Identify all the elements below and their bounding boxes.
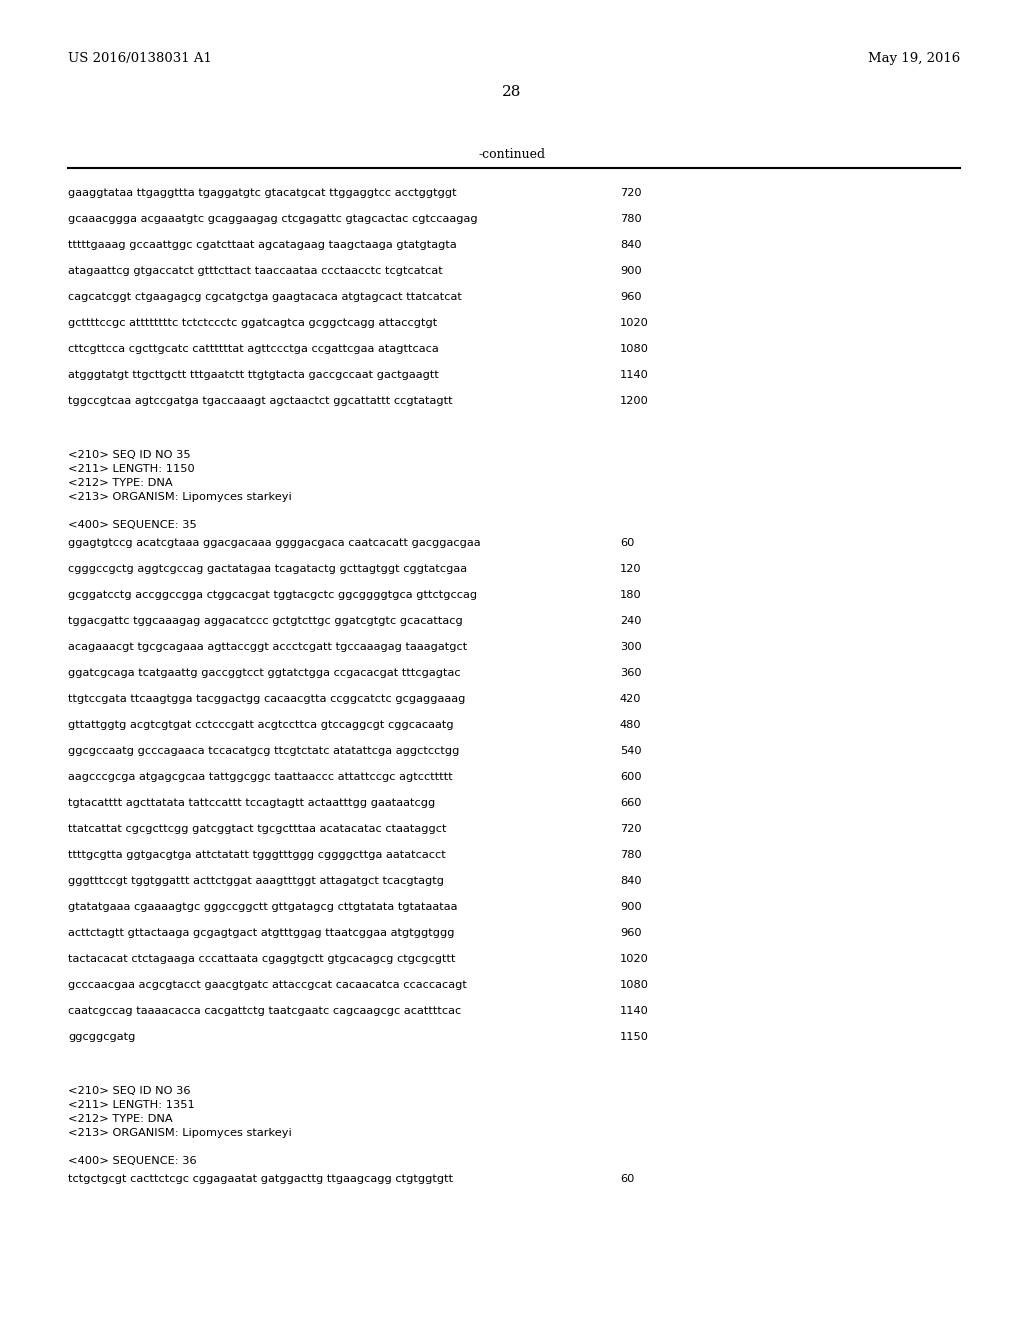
Text: 840: 840 (620, 876, 642, 886)
Text: 240: 240 (620, 616, 641, 626)
Text: 780: 780 (620, 850, 642, 861)
Text: tgtacatttt agcttatata tattccattt tccagtagtt actaatttgg gaataatcgg: tgtacatttt agcttatata tattccattt tccagta… (68, 799, 435, 808)
Text: acagaaacgt tgcgcagaaa agttaccggt accctcgatt tgccaaagag taaagatgct: acagaaacgt tgcgcagaaa agttaccggt accctcg… (68, 642, 467, 652)
Text: <211> LENGTH: 1351: <211> LENGTH: 1351 (68, 1100, 195, 1110)
Text: 180: 180 (620, 590, 642, 601)
Text: tggacgattc tggcaaagag aggacatccc gctgtcttgc ggatcgtgtc gcacattacg: tggacgattc tggcaaagag aggacatccc gctgtct… (68, 616, 463, 626)
Text: <210> SEQ ID NO 35: <210> SEQ ID NO 35 (68, 450, 190, 459)
Text: 28: 28 (503, 84, 521, 99)
Text: 900: 900 (620, 902, 642, 912)
Text: 960: 960 (620, 292, 642, 302)
Text: gcccaacgaa acgcgtacct gaacgtgatc attaccgcat cacaacatca ccaccacagt: gcccaacgaa acgcgtacct gaacgtgatc attaccg… (68, 979, 467, 990)
Text: aagcccgcga atgagcgcaa tattggcggc taattaaccc attattccgc agtccttttt: aagcccgcga atgagcgcaa tattggcggc taattaa… (68, 772, 453, 781)
Text: <211> LENGTH: 1150: <211> LENGTH: 1150 (68, 465, 195, 474)
Text: 120: 120 (620, 564, 642, 574)
Text: gggtttccgt tggtggattt acttctggat aaagtttggt attagatgct tcacgtagtg: gggtttccgt tggtggattt acttctggat aaagttt… (68, 876, 444, 886)
Text: 840: 840 (620, 240, 642, 249)
Text: US 2016/0138031 A1: US 2016/0138031 A1 (68, 51, 212, 65)
Text: 60: 60 (620, 539, 635, 548)
Text: 1080: 1080 (620, 979, 649, 990)
Text: <213> ORGANISM: Lipomyces starkeyi: <213> ORGANISM: Lipomyces starkeyi (68, 1129, 292, 1138)
Text: ggcgccaatg gcccagaaca tccacatgcg ttcgtctatc atatattcga aggctcctgg: ggcgccaatg gcccagaaca tccacatgcg ttcgtct… (68, 746, 460, 756)
Text: tctgctgcgt cacttctcgc cggagaatat gatggacttg ttgaagcagg ctgtggtgtt: tctgctgcgt cacttctcgc cggagaatat gatggac… (68, 1173, 454, 1184)
Text: 900: 900 (620, 267, 642, 276)
Text: <212> TYPE: DNA: <212> TYPE: DNA (68, 1114, 173, 1125)
Text: 1140: 1140 (620, 370, 649, 380)
Text: 60: 60 (620, 1173, 635, 1184)
Text: <400> SEQUENCE: 35: <400> SEQUENCE: 35 (68, 520, 197, 531)
Text: 540: 540 (620, 746, 642, 756)
Text: 360: 360 (620, 668, 642, 678)
Text: 780: 780 (620, 214, 642, 224)
Text: gcttttccgc attttttttc tctctccctc ggatcagtca gcggctcagg attaccgtgt: gcttttccgc attttttttc tctctccctc ggatcag… (68, 318, 437, 327)
Text: 420: 420 (620, 694, 641, 704)
Text: 720: 720 (620, 824, 642, 834)
Text: <210> SEQ ID NO 36: <210> SEQ ID NO 36 (68, 1086, 190, 1096)
Text: ttatcattat cgcgcttcgg gatcggtact tgcgctttaa acatacatac ctaataggct: ttatcattat cgcgcttcgg gatcggtact tgcgctt… (68, 824, 446, 834)
Text: ggatcgcaga tcatgaattg gaccggtcct ggtatctgga ccgacacgat tttcgagtac: ggatcgcaga tcatgaattg gaccggtcct ggtatct… (68, 668, 461, 678)
Text: tttttgaaag gccaattggc cgatcttaat agcatagaag taagctaaga gtatgtagta: tttttgaaag gccaattggc cgatcttaat agcatag… (68, 240, 457, 249)
Text: <400> SEQUENCE: 36: <400> SEQUENCE: 36 (68, 1156, 197, 1166)
Text: gtatatgaaa cgaaaagtgc gggccggctt gttgatagcg cttgtatata tgtataataa: gtatatgaaa cgaaaagtgc gggccggctt gttgata… (68, 902, 458, 912)
Text: 1020: 1020 (620, 318, 649, 327)
Text: 960: 960 (620, 928, 642, 939)
Text: gaaggtataa ttgaggttta tgaggatgtc gtacatgcat ttggaggtcc acctggtggt: gaaggtataa ttgaggttta tgaggatgtc gtacatg… (68, 187, 457, 198)
Text: <213> ORGANISM: Lipomyces starkeyi: <213> ORGANISM: Lipomyces starkeyi (68, 492, 292, 502)
Text: tggccgtcaa agtccgatga tgaccaaagt agctaactct ggcattattt ccgtatagtt: tggccgtcaa agtccgatga tgaccaaagt agctaac… (68, 396, 453, 407)
Text: 1020: 1020 (620, 954, 649, 964)
Text: atgggtatgt ttgcttgctt tttgaatctt ttgtgtacta gaccgccaat gactgaagtt: atgggtatgt ttgcttgctt tttgaatctt ttgtgta… (68, 370, 439, 380)
Text: 1150: 1150 (620, 1032, 649, 1041)
Text: ggcggcgatg: ggcggcgatg (68, 1032, 135, 1041)
Text: 1080: 1080 (620, 345, 649, 354)
Text: 480: 480 (620, 719, 642, 730)
Text: -continued: -continued (478, 148, 546, 161)
Text: gcggatcctg accggccgga ctggcacgat tggtacgctc ggcggggtgca gttctgccag: gcggatcctg accggccgga ctggcacgat tggtacg… (68, 590, 477, 601)
Text: atagaattcg gtgaccatct gtttcttact taaccaataa ccctaacctc tcgtcatcat: atagaattcg gtgaccatct gtttcttact taaccaa… (68, 267, 442, 276)
Text: cagcatcggt ctgaagagcg cgcatgctga gaagtacaca atgtagcact ttatcatcat: cagcatcggt ctgaagagcg cgcatgctga gaagtac… (68, 292, 462, 302)
Text: May 19, 2016: May 19, 2016 (867, 51, 961, 65)
Text: caatcgccag taaaacacca cacgattctg taatcgaatc cagcaagcgc acattttcac: caatcgccag taaaacacca cacgattctg taatcga… (68, 1006, 461, 1016)
Text: ttgtccgata ttcaagtgga tacggactgg cacaacgtta ccggcatctc gcgaggaaag: ttgtccgata ttcaagtgga tacggactgg cacaacg… (68, 694, 465, 704)
Text: acttctagtt gttactaaga gcgagtgact atgtttggag ttaatcggaa atgtggtggg: acttctagtt gttactaaga gcgagtgact atgtttg… (68, 928, 455, 939)
Text: gcaaacggga acgaaatgtc gcaggaagag ctcgagattc gtagcactac cgtccaagag: gcaaacggga acgaaatgtc gcaggaagag ctcgaga… (68, 214, 477, 224)
Text: 720: 720 (620, 187, 642, 198)
Text: <212> TYPE: DNA: <212> TYPE: DNA (68, 478, 173, 488)
Text: 600: 600 (620, 772, 642, 781)
Text: gttattggtg acgtcgtgat cctcccgatt acgtccttca gtccaggcgt cggcacaatg: gttattggtg acgtcgtgat cctcccgatt acgtcct… (68, 719, 454, 730)
Text: tactacacat ctctagaaga cccattaata cgaggtgctt gtgcacagcg ctgcgcgttt: tactacacat ctctagaaga cccattaata cgaggtg… (68, 954, 456, 964)
Text: 660: 660 (620, 799, 641, 808)
Text: cttcgttcca cgcttgcatc cattttttat agttccctga ccgattcgaa atagttcaca: cttcgttcca cgcttgcatc cattttttat agttccc… (68, 345, 438, 354)
Text: ttttgcgtta ggtgacgtga attctatatt tgggtttggg cggggcttga aatatcacct: ttttgcgtta ggtgacgtga attctatatt tgggttt… (68, 850, 445, 861)
Text: ggagtgtccg acatcgtaaa ggacgacaaa ggggacgaca caatcacatt gacggacgaa: ggagtgtccg acatcgtaaa ggacgacaaa ggggacg… (68, 539, 480, 548)
Text: 1200: 1200 (620, 396, 649, 407)
Text: 300: 300 (620, 642, 642, 652)
Text: cgggccgctg aggtcgccag gactatagaa tcagatactg gcttagtggt cggtatcgaa: cgggccgctg aggtcgccag gactatagaa tcagata… (68, 564, 467, 574)
Text: 1140: 1140 (620, 1006, 649, 1016)
